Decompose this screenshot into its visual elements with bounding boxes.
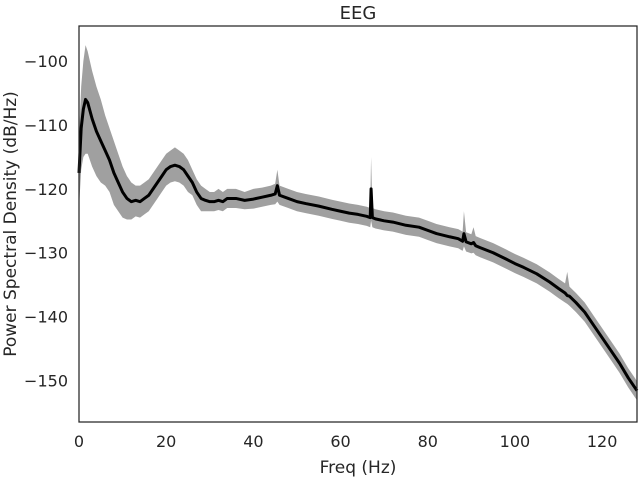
x-tick-label: 100 (500, 432, 531, 451)
y-tick-label: −130 (24, 244, 68, 263)
x-tick-label: 60 (330, 432, 350, 451)
y-tick-label: −120 (24, 180, 68, 199)
y-axis-label: Power Spectral Density (dB/Hz) (1, 91, 21, 357)
y-tick-label: −140 (24, 308, 68, 327)
mean-line-layer (77, 97, 639, 392)
mean-psd-line (77, 97, 639, 392)
spread-band (79, 45, 637, 401)
chart-title: EEG (340, 3, 377, 24)
y-tick-label: −100 (24, 52, 68, 71)
x-tick-label: 120 (587, 432, 618, 451)
x-tick-label: 20 (156, 432, 176, 451)
x-axis-ticks: 0 20 40 60 80 100 120 (74, 432, 617, 451)
x-axis-label: Freq (Hz) (320, 458, 397, 478)
x-tick-label: 80 (418, 432, 438, 451)
x-tick-label: 40 (243, 432, 263, 451)
y-axis-ticks: −100 −110 −120 −130 −140 −150 (24, 52, 68, 390)
spread-band-layer (79, 45, 637, 401)
plot-frame (78, 25, 638, 423)
x-tick-label: 0 (74, 432, 84, 451)
y-tick-label: −110 (24, 116, 68, 135)
y-tick-label: −150 (24, 371, 68, 390)
